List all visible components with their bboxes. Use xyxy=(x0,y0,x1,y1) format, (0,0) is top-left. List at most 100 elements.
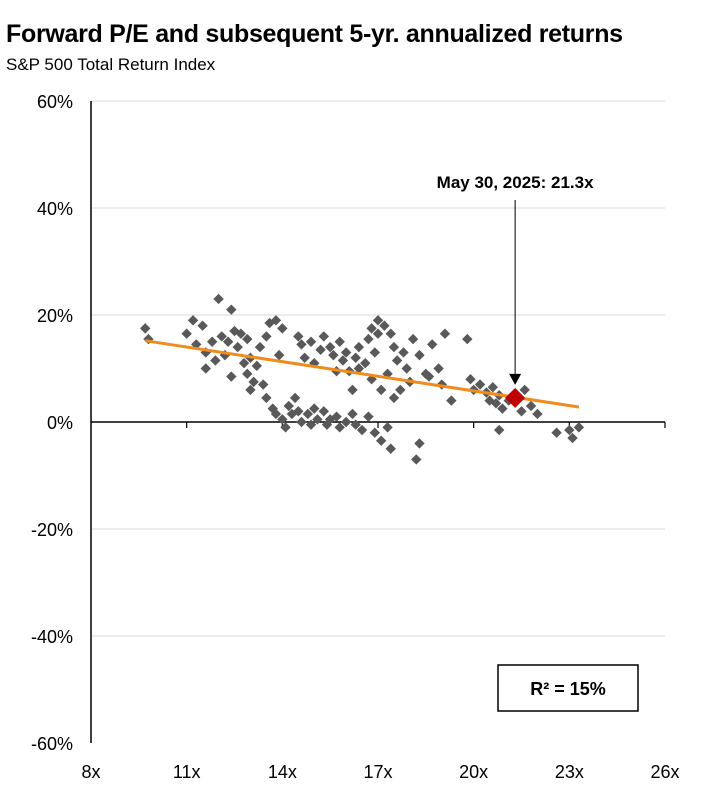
data-point xyxy=(309,403,320,414)
data-point xyxy=(181,328,192,339)
data-point xyxy=(385,328,396,339)
data-point xyxy=(232,341,243,353)
annotation-label: May 30, 2025: 21.3x xyxy=(437,173,594,192)
data-point xyxy=(439,328,451,339)
data-point xyxy=(487,382,498,393)
r-squared-box: R² = 15% xyxy=(497,664,639,712)
data-point xyxy=(334,422,345,433)
data-point xyxy=(519,384,530,396)
x-tick-label: 26x xyxy=(650,762,679,782)
data-point xyxy=(414,438,425,449)
data-point xyxy=(229,325,240,337)
data-point xyxy=(210,355,221,366)
data-point xyxy=(270,315,282,326)
data-point xyxy=(353,341,365,353)
axes xyxy=(90,101,666,743)
data-point xyxy=(427,339,438,350)
data-point xyxy=(353,363,365,374)
data-point xyxy=(369,347,381,358)
data-point xyxy=(360,357,371,369)
data-point xyxy=(334,336,345,347)
data-point xyxy=(337,355,349,366)
data-point xyxy=(324,341,336,353)
data-point xyxy=(375,384,387,396)
data-point xyxy=(388,341,400,353)
data-point xyxy=(474,379,486,390)
data-point xyxy=(567,432,578,444)
data-point xyxy=(532,408,543,420)
data-point xyxy=(283,400,294,412)
data-point xyxy=(564,424,575,436)
data-point xyxy=(331,411,342,422)
data-point xyxy=(258,379,269,390)
r-squared-frame xyxy=(497,664,639,712)
data-point xyxy=(213,293,224,305)
data-point xyxy=(385,443,396,454)
data-point xyxy=(299,352,310,363)
data-point xyxy=(401,363,412,374)
data-point xyxy=(222,336,234,347)
data-point xyxy=(372,315,384,326)
data-point xyxy=(497,403,508,414)
data-point xyxy=(296,339,307,350)
y-tick-label: -40% xyxy=(31,627,73,647)
data-point xyxy=(302,408,314,420)
data-point xyxy=(388,392,400,404)
annotation-arrowhead xyxy=(509,373,522,385)
data-point xyxy=(191,339,202,350)
x-tick-label: 14x xyxy=(268,762,297,782)
y-axis-ticks: 60% 40% 20% 0% -20% -40% -60% xyxy=(31,92,73,754)
data-point xyxy=(242,333,253,345)
data-point xyxy=(318,331,329,342)
x-tick-label: 8x xyxy=(81,762,100,782)
y-tick-label: 0% xyxy=(47,413,73,433)
data-point xyxy=(245,384,256,396)
data-point xyxy=(391,355,403,366)
data-point xyxy=(423,371,435,382)
y-tick-label: -20% xyxy=(31,520,73,540)
data-point xyxy=(280,422,291,433)
data-point xyxy=(573,422,585,433)
data-point xyxy=(277,323,288,334)
data-point xyxy=(318,406,329,417)
data-point xyxy=(363,333,374,345)
r-squared-label: R² = 15% xyxy=(530,679,606,699)
data-point xyxy=(347,384,358,396)
data-point xyxy=(273,349,285,361)
data-point xyxy=(293,331,304,342)
data-point xyxy=(305,419,317,430)
data-point xyxy=(238,357,250,369)
data-point xyxy=(446,395,457,406)
data-point xyxy=(235,328,247,339)
data-point xyxy=(242,368,253,380)
highlight-group xyxy=(505,387,526,408)
data-point xyxy=(305,336,317,347)
data-point xyxy=(369,427,381,438)
data-point xyxy=(226,304,237,315)
x-tick-label: 17x xyxy=(363,762,392,782)
data-point xyxy=(226,371,237,382)
data-point xyxy=(251,360,263,372)
data-point xyxy=(490,398,502,409)
y-tick-label: -60% xyxy=(31,734,73,754)
data-point xyxy=(293,406,304,417)
data-point xyxy=(216,331,227,342)
x-axis-ticks: 8x 11x 14x 17x 20x 23x 26x xyxy=(81,762,679,782)
x-tick-label: 23x xyxy=(555,762,584,782)
data-point xyxy=(462,333,473,345)
gridlines xyxy=(91,100,665,637)
data-point xyxy=(248,376,259,388)
data-point xyxy=(296,416,307,428)
data-point xyxy=(350,352,361,363)
data-point xyxy=(197,320,208,331)
data-point xyxy=(379,320,390,331)
trendline-group xyxy=(144,339,580,409)
data-point xyxy=(200,363,211,374)
data-point xyxy=(328,349,339,361)
chart-title: Forward P/E and subsequent 5-yr. annuali… xyxy=(6,20,623,48)
data-point xyxy=(347,408,358,420)
data-point xyxy=(261,392,272,404)
data-point xyxy=(340,416,352,428)
y-tick-label: 40% xyxy=(37,199,73,219)
